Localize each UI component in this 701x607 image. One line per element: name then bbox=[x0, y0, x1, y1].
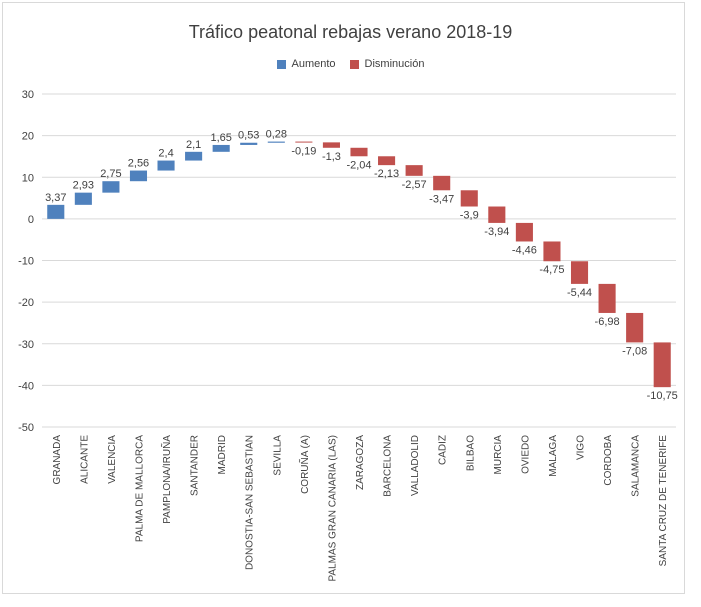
x-tick-label: PALMAS GRAN CANARIA (LAS) bbox=[327, 435, 338, 582]
bar bbox=[322, 142, 340, 148]
x-tick-label: SANTA CRUZ DE TENERIFE bbox=[658, 435, 669, 567]
y-tick-label: -30 bbox=[18, 339, 34, 351]
data-label: -2,13 bbox=[374, 168, 399, 180]
legend-swatch-disminucion bbox=[349, 59, 359, 69]
bar bbox=[295, 141, 313, 143]
data-label: -5,44 bbox=[567, 287, 592, 299]
chart-title: Tráfico peatonal rebajas verano 2018-19 bbox=[188, 22, 513, 42]
bar bbox=[185, 151, 203, 161]
x-tick-label: SEVILLA bbox=[272, 435, 283, 476]
legend-swatch-aumento bbox=[276, 59, 286, 69]
data-label: 2,1 bbox=[186, 139, 201, 151]
data-label: -0,19 bbox=[291, 145, 316, 157]
data-label: -2,04 bbox=[346, 159, 371, 171]
bar bbox=[433, 175, 451, 191]
legend-item-disminucion: Disminución bbox=[349, 58, 425, 70]
data-label: 2,56 bbox=[128, 158, 149, 170]
x-tick-label: SANTANDER bbox=[190, 435, 201, 496]
bar bbox=[267, 141, 285, 143]
bar bbox=[350, 147, 368, 157]
y-tick-label: -40 bbox=[18, 380, 34, 392]
data-label: 1,65 bbox=[210, 132, 231, 144]
bar bbox=[240, 142, 258, 145]
data-label: -3,47 bbox=[429, 193, 454, 205]
bar bbox=[47, 204, 65, 219]
bar bbox=[460, 190, 478, 207]
x-tick-label: DONOSTIA-SAN SEBASTIAN bbox=[245, 435, 256, 570]
legend-label-aumento: Aumento bbox=[291, 58, 336, 70]
x-tick-label: ZARAGOZA bbox=[355, 435, 366, 490]
bar bbox=[405, 165, 423, 176]
data-label: -2,57 bbox=[402, 179, 427, 191]
y-tick-label: 20 bbox=[22, 131, 34, 143]
x-tick-label: MURCIA bbox=[493, 435, 504, 475]
bar bbox=[488, 206, 506, 223]
data-label: 2,93 bbox=[73, 180, 94, 192]
x-tick-label: ALICANTE bbox=[79, 435, 90, 484]
x-tick-label: SALAMANCA bbox=[631, 435, 642, 497]
data-label: 0,53 bbox=[238, 130, 259, 142]
chart-legend: Aumento Disminución bbox=[0, 58, 701, 70]
x-tick-label: CORDOBA bbox=[603, 435, 614, 486]
data-label: -4,75 bbox=[539, 264, 564, 276]
bar bbox=[543, 241, 561, 262]
bar bbox=[157, 160, 175, 171]
data-label: -10,75 bbox=[647, 390, 678, 402]
x-tick-label: CORUÑA (A) bbox=[298, 435, 311, 494]
data-label: -3,9 bbox=[460, 210, 479, 222]
bar bbox=[515, 222, 533, 242]
bar bbox=[74, 192, 92, 205]
data-label: -7,08 bbox=[622, 345, 647, 357]
data-label: 2,4 bbox=[158, 148, 173, 160]
y-tick-label: -10 bbox=[18, 256, 34, 268]
bar bbox=[653, 342, 671, 388]
x-tick-label: GRANADA bbox=[52, 435, 63, 485]
x-tick-label: MADRID bbox=[217, 435, 228, 474]
x-tick-label: VIGO bbox=[576, 435, 587, 460]
x-tick-label: MALAGA bbox=[548, 435, 559, 477]
y-tick-label: -50 bbox=[18, 422, 34, 434]
x-tick-label: PAMPLONA/IRUÑA bbox=[160, 435, 173, 524]
x-tick-label: BARCELONA bbox=[383, 435, 394, 497]
legend-label-disminucion: Disminución bbox=[364, 58, 425, 70]
bar bbox=[129, 170, 148, 182]
x-tick-label: VALLADOLID bbox=[410, 435, 421, 496]
x-tick-label: PALMA DE MALLORCA bbox=[134, 435, 145, 542]
y-tick-label: -20 bbox=[18, 297, 34, 309]
data-label: -3,94 bbox=[484, 226, 509, 238]
x-tick-label: OVIEDO bbox=[520, 435, 531, 474]
data-label: 0,28 bbox=[266, 129, 287, 141]
legend-item-aumento: Aumento bbox=[276, 58, 336, 70]
y-tick-label: 0 bbox=[28, 214, 34, 226]
data-label: 3,37 bbox=[45, 192, 66, 204]
bar bbox=[102, 181, 120, 193]
data-label: -6,98 bbox=[595, 316, 620, 328]
x-tick-label: CADIZ bbox=[438, 435, 449, 465]
data-label: 2,75 bbox=[100, 168, 121, 180]
bar bbox=[212, 144, 230, 152]
bar bbox=[378, 156, 396, 166]
x-tick-label: VALENCIA bbox=[107, 435, 118, 484]
bar bbox=[570, 261, 589, 284]
bar bbox=[598, 283, 616, 313]
data-label: -1,3 bbox=[322, 151, 341, 163]
bar bbox=[626, 312, 644, 343]
chart-frame bbox=[2, 2, 685, 594]
y-tick-label: 10 bbox=[22, 172, 34, 184]
x-tick-label: BILBAO bbox=[465, 435, 476, 471]
y-tick-label: 30 bbox=[22, 89, 34, 101]
data-label: -4,46 bbox=[512, 244, 537, 256]
